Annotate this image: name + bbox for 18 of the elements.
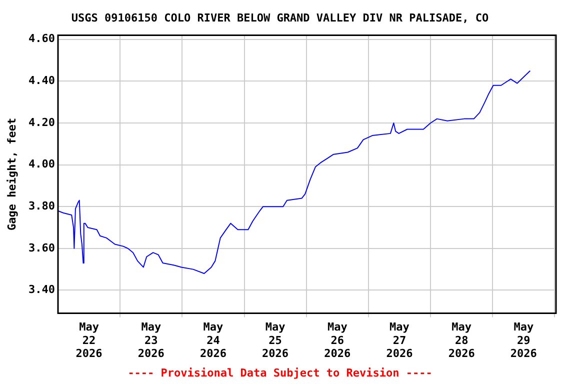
x-tick-label: May 27 2026 [386, 320, 414, 360]
x-tick-label: May 22 2026 [76, 320, 103, 360]
y-tick-label: 3.60 [28, 241, 55, 254]
y-tick-label: 4.40 [28, 74, 55, 88]
y-tick-label: 4.20 [28, 116, 55, 129]
chart-title: USGS 09106150 COLO RIVER BELOW GRAND VALLEY DIV NR PALISADE, CO [71, 11, 489, 24]
x-tick-label: May 29 2026 [510, 320, 538, 360]
y-tick-label: 4.60 [28, 32, 55, 46]
x-tick-label: May 23 2026 [138, 320, 165, 360]
x-tick-label: May 25 2026 [262, 320, 289, 360]
x-tick-label: May 26 2026 [324, 320, 352, 360]
x-tick-label: May 28 2026 [448, 320, 476, 360]
x-tick-label: May 24 2026 [200, 320, 227, 360]
y-tick-label: 3.80 [28, 199, 55, 212]
y-axis-title: Gage height, feet [5, 118, 18, 230]
y-tick-label: 3.40 [28, 283, 55, 296]
y-tick-label: 4.00 [28, 158, 55, 171]
text: ---- Provisional Data Subject to Revision ---- [128, 366, 432, 380]
